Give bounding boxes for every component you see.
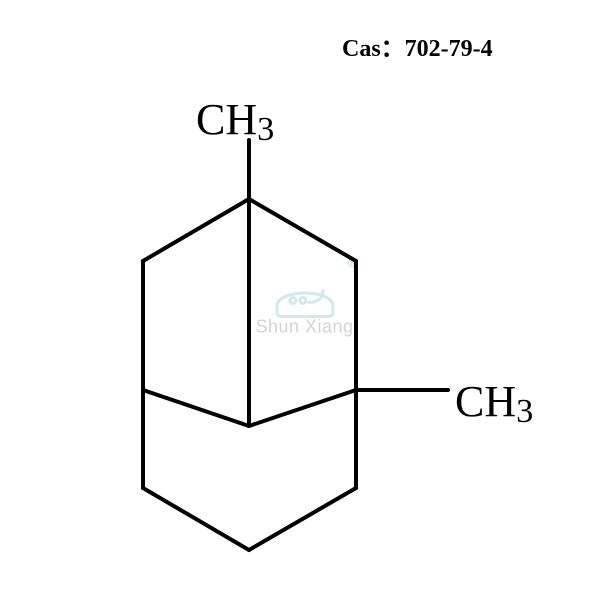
methyl-right-sub: 3 [516, 392, 533, 430]
methyl-top-ch: CH [196, 95, 257, 144]
molecule-structure [0, 0, 609, 609]
methyl-top-sub: 3 [257, 110, 274, 148]
methyl-label-top: CH3 [196, 94, 274, 149]
methyl-right-ch: CH [455, 377, 516, 426]
methyl-label-right: CH3 [455, 376, 533, 431]
